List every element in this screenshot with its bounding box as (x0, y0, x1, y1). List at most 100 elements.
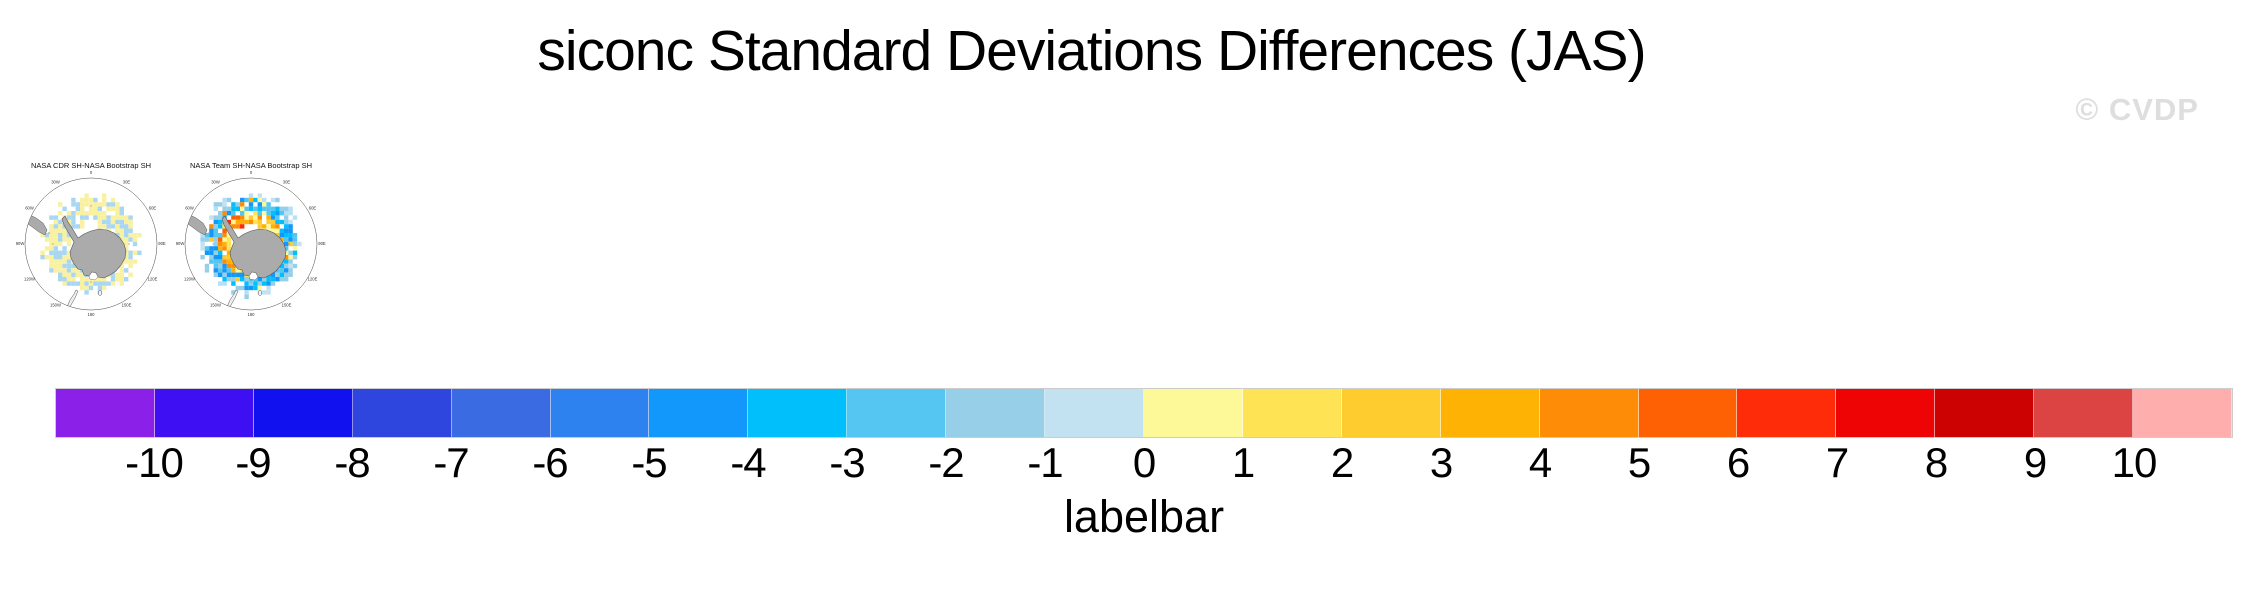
labelbar-tick: -9 (235, 439, 271, 486)
lon-label: 120E (308, 277, 318, 282)
labelbar-segment (352, 389, 452, 437)
lon-label: 30E (123, 180, 131, 185)
labelbar-segment (154, 389, 254, 437)
antarctica-landmass (61, 215, 127, 279)
labelbar-tick: -5 (631, 439, 667, 486)
labelbar-tick: 3 (1429, 439, 1453, 486)
map-panel-team: NASA Team SH-NASA Bootstrap SH 0 30E 60E 90… (172, 160, 330, 322)
labelbar-tick: -7 (433, 439, 469, 486)
labelbar-tick: 8 (1924, 439, 1948, 486)
lon-label: 180 (248, 312, 256, 317)
lon-label: 60W (185, 206, 194, 211)
map-panel-cdr: NASA CDR SH-NASA Bootstrap SH 0 30E 60E 90E… (12, 160, 170, 322)
lat-mark (90, 281, 92, 283)
labelbar-tick: 0 (1132, 439, 1156, 486)
lon-label: 180 (88, 312, 96, 317)
south-america-tip (185, 211, 208, 236)
island-outline (258, 290, 262, 296)
lat-mark (288, 243, 290, 245)
map-boundary-circle (24, 177, 158, 311)
map-panels: NASA CDR SH-NASA Bootstrap SH 0 30E 60E 90E… (12, 160, 330, 322)
map-title: NASA Team SH-NASA Bootstrap SH (190, 161, 312, 170)
labelbar-colors (55, 388, 2233, 438)
labelbar-tick: -2 (928, 439, 964, 486)
labelbar-tick: 5 (1627, 439, 1651, 486)
labelbar-tick: -4 (730, 439, 766, 486)
page-title: siconc Standard Deviations Differences (… (537, 19, 1646, 83)
labelbar-tick: 7 (1825, 439, 1849, 486)
antarctic-map-svg: 0 30E 60E 90E 120E 150E 180 150W 120W 90W 60W 30W (16, 170, 166, 317)
labelbar-tick: 2 (1330, 439, 1354, 486)
labelbar-segment (550, 389, 650, 437)
labelbar-segment (748, 389, 848, 437)
lon-label: 30W (51, 180, 60, 185)
labelbar-segment (1737, 389, 1837, 437)
labelbar-segment (1143, 389, 1243, 437)
lon-label: 90W (176, 241, 185, 246)
lon-label: 90E (158, 241, 166, 246)
lat-mark (250, 281, 252, 283)
labelbar-tick: 10 (2111, 439, 2158, 486)
antarctic-map-svg: 0 30E 60E 90E 120E 150E 180 150W 120W 90W 60W 30W (176, 170, 326, 317)
map-title: NASA CDR SH-NASA Bootstrap SH (30, 161, 152, 170)
lat-mark (212, 243, 214, 245)
labelbar-segment (649, 389, 749, 437)
small-island (48, 232, 50, 234)
labelbar-segment (56, 389, 155, 437)
lon-label: 120E (148, 277, 158, 282)
labelbar-segment (451, 389, 551, 437)
labelbar-tick: 4 (1528, 439, 1552, 486)
labelbar-segment (1638, 389, 1738, 437)
labelbar-ticks: -10 -9 -8 -7 -6 -5 -4 -3 -2 -1 0 1 2 3 4 5 6 7 8 9 10 (55, 442, 2233, 492)
labelbar-tick: -8 (334, 439, 370, 486)
labelbar-segment (847, 389, 947, 437)
lon-label: 90E (318, 241, 326, 246)
labelbar-segment (2034, 389, 2134, 437)
island-outline (98, 290, 102, 296)
labelbar-segment (1045, 389, 1144, 437)
lon-label: 90W (16, 241, 25, 246)
lon-label: 150E (122, 303, 132, 308)
small-island (208, 232, 210, 234)
lon-label: 60E (149, 206, 157, 211)
lon-label: 120W (184, 277, 195, 282)
lon-label: 30W (211, 180, 220, 185)
labelbar-tick: -10 (125, 439, 184, 486)
ice-shelf-bay (248, 271, 259, 281)
ice-shelf-bay (88, 271, 99, 281)
lon-label: 120W (24, 277, 35, 282)
lon-label: 150W (210, 303, 221, 308)
labelbar-tick: 9 (2023, 439, 2047, 486)
labelbar-segment (1440, 389, 1540, 437)
labelbar-title: labelbar (1063, 491, 1225, 542)
lon-label: 30E (283, 180, 291, 185)
labelbar-tick: 1 (1231, 439, 1255, 486)
labelbar-segment (946, 389, 1046, 437)
labelbar-segment (1935, 389, 2035, 437)
labelbar: -10 -9 -8 -7 -6 -5 -4 -3 -2 -1 0 1 2 3 4 5 6 7 8 9 10 labelb… (55, 388, 2233, 539)
labelbar-segment (1242, 389, 1342, 437)
labelbar-tick: -1 (1027, 439, 1063, 486)
lat-mark (128, 243, 130, 245)
lon-label: 0 (250, 170, 253, 175)
map-boundary-circle (184, 177, 318, 311)
lat-mark (90, 205, 92, 207)
lon-label: 150E (282, 303, 292, 308)
lon-label: 60E (309, 206, 317, 211)
labelbar-tick: 6 (1726, 439, 1750, 486)
labelbar-segment (1341, 389, 1441, 437)
south-america-tip (25, 211, 48, 236)
cvdp-watermark: © CVDP (2075, 92, 2199, 127)
lat-mark (52, 243, 54, 245)
labelbar-segment (2133, 389, 2232, 437)
lon-label: 0 (90, 170, 93, 175)
labelbar-segment (1836, 389, 1936, 437)
labelbar-tick: -6 (532, 439, 568, 486)
lon-label: 150W (50, 303, 61, 308)
labelbar-segment (253, 389, 353, 437)
lon-label: 60W (25, 206, 34, 211)
labelbar-tick: -3 (829, 439, 865, 486)
labelbar-segment (1539, 389, 1639, 437)
lat-mark (250, 205, 252, 207)
